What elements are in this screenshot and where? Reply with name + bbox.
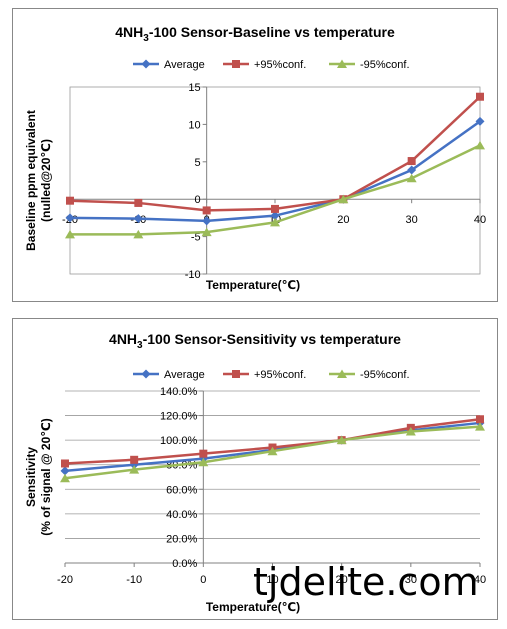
chart1-y-tick-label: 5: [195, 157, 201, 169]
legend-marker: [141, 59, 151, 69]
data-point: [133, 229, 144, 239]
data-point: [65, 213, 75, 223]
legend-label: +95%conf.: [254, 369, 306, 381]
data-point: [199, 449, 208, 458]
data-point: [407, 165, 417, 175]
data-point: [134, 198, 143, 207]
data-point: [133, 214, 143, 224]
chart1-y-axis-label-2: (nulled@20℃): [39, 139, 53, 222]
chart1-series-1: [66, 92, 484, 215]
chart1-plot-border: [69, 86, 481, 275]
data-point: [406, 173, 417, 183]
data-point: [407, 157, 416, 166]
data-point: [60, 473, 70, 483]
chart2-x-tick-label: -20: [57, 574, 73, 586]
legend-label: Average: [164, 369, 205, 381]
chart2-y-tick-label: 140.0%: [160, 386, 198, 398]
data-point: [61, 459, 69, 468]
chart1-y-tick-label: 15: [188, 82, 200, 94]
data-point: [202, 216, 212, 226]
data-point: [60, 466, 70, 476]
data-point: [65, 229, 75, 239]
chart2-y-tick-label: 120.0%: [160, 411, 198, 423]
data-point: [476, 92, 484, 101]
chart2-x-tick-label: -10: [126, 574, 142, 586]
data-point: [270, 211, 280, 221]
legend-label: +95%conf.: [254, 59, 306, 71]
chart1-x-tick-label: 20: [337, 214, 349, 226]
chart2-x-tick-label: 30: [405, 574, 417, 586]
data-point: [405, 427, 416, 436]
chart1-y-tick-label: -5: [191, 232, 201, 244]
legend-label: Average: [164, 59, 205, 71]
data-point: [270, 217, 280, 227]
legend-label: -95%conf.: [360, 59, 410, 71]
data-point: [201, 227, 212, 237]
chart1-series-2: [65, 140, 485, 239]
chart2-x-axis-label: Temperature(℃): [206, 600, 300, 614]
data-point: [267, 446, 278, 456]
series-line: [69, 95, 481, 212]
chart2-x-tick-label: 40: [474, 574, 486, 586]
data-point: [475, 116, 485, 126]
chart1-x-tick-label: 40: [474, 214, 486, 226]
chart1-title: 4NH3-100 Sensor-Baseline vs temperature: [115, 24, 395, 44]
data-point: [338, 194, 349, 204]
chart1-legend-item: Average: [133, 59, 205, 71]
data-point: [129, 465, 140, 474]
data-point: [130, 455, 139, 464]
chart2-legend-item: +95%conf.: [223, 369, 306, 381]
data-point: [271, 204, 279, 213]
chart1-y-tick-label: 0: [195, 194, 201, 206]
sensitivity-chart-panel: 4NH3-100 Sensor-Sensitivity vs temperatu…: [12, 318, 498, 620]
data-point: [475, 140, 485, 150]
chart2-y-axis-label: Sensitivity: [24, 447, 38, 507]
chart2-legend-item: Average: [133, 369, 205, 381]
chart2-y-tick-label: 100.0%: [160, 435, 198, 447]
legend-marker: [337, 59, 347, 68]
baseline-chart-panel: 4NH3-100 Sensor-Baseline vs temperature A…: [12, 8, 498, 302]
chart2-series-2: [60, 422, 485, 483]
chart2-y-tick-label: 0.0%: [172, 558, 197, 570]
baseline-chart: 4NH3-100 Sensor-Baseline vs temperature A…: [24, 24, 486, 292]
data-point: [336, 435, 347, 445]
data-point: [475, 422, 485, 431]
chart2-series-1: [61, 415, 484, 468]
chart1-x-tick-label: 30: [406, 214, 418, 226]
chart1-legend-item: -95%conf.: [329, 59, 410, 71]
legend-marker: [232, 370, 240, 378]
chart1-legend-item: +95%conf.: [223, 59, 306, 71]
chart2-title: 4NH3-100 Sensor-Sensitivity vs temperatu…: [109, 331, 401, 351]
data-point: [66, 196, 74, 205]
chart1-y-axis-label: Baseline ppm equivalent: [24, 110, 38, 251]
chart2-y-tick-label: 20.0%: [166, 533, 197, 545]
chart2-legend-item: -95%conf.: [329, 369, 410, 381]
chart1-x-axis-label: Temperature(℃): [206, 278, 300, 292]
legend-marker: [141, 369, 151, 379]
chart1-y-tick-label: -10: [185, 269, 201, 281]
series-line: [64, 418, 481, 465]
chart2-x-tick-label: 20: [336, 574, 348, 586]
legend-marker: [337, 369, 347, 378]
legend-marker: [232, 60, 240, 68]
chart2-y-tick-label: 60.0%: [166, 484, 197, 496]
sensitivity-chart: 4NH3-100 Sensor-Sensitivity vs temperatu…: [24, 331, 486, 614]
data-point: [198, 457, 209, 467]
watermark-text: tjdelite.com: [253, 560, 479, 604]
chart2-y-tick-label: 40.0%: [166, 509, 197, 521]
chart1-y-tick-label: 10: [188, 119, 200, 131]
data-point: [202, 206, 211, 215]
chart2-x-tick-label: 0: [200, 574, 206, 586]
legend-label: -95%conf.: [360, 369, 410, 381]
data-point: [476, 415, 484, 424]
chart2-x-tick-label: 10: [266, 574, 278, 586]
chart2-y-axis-label-2: (% of signal @ 20℃): [39, 418, 53, 536]
